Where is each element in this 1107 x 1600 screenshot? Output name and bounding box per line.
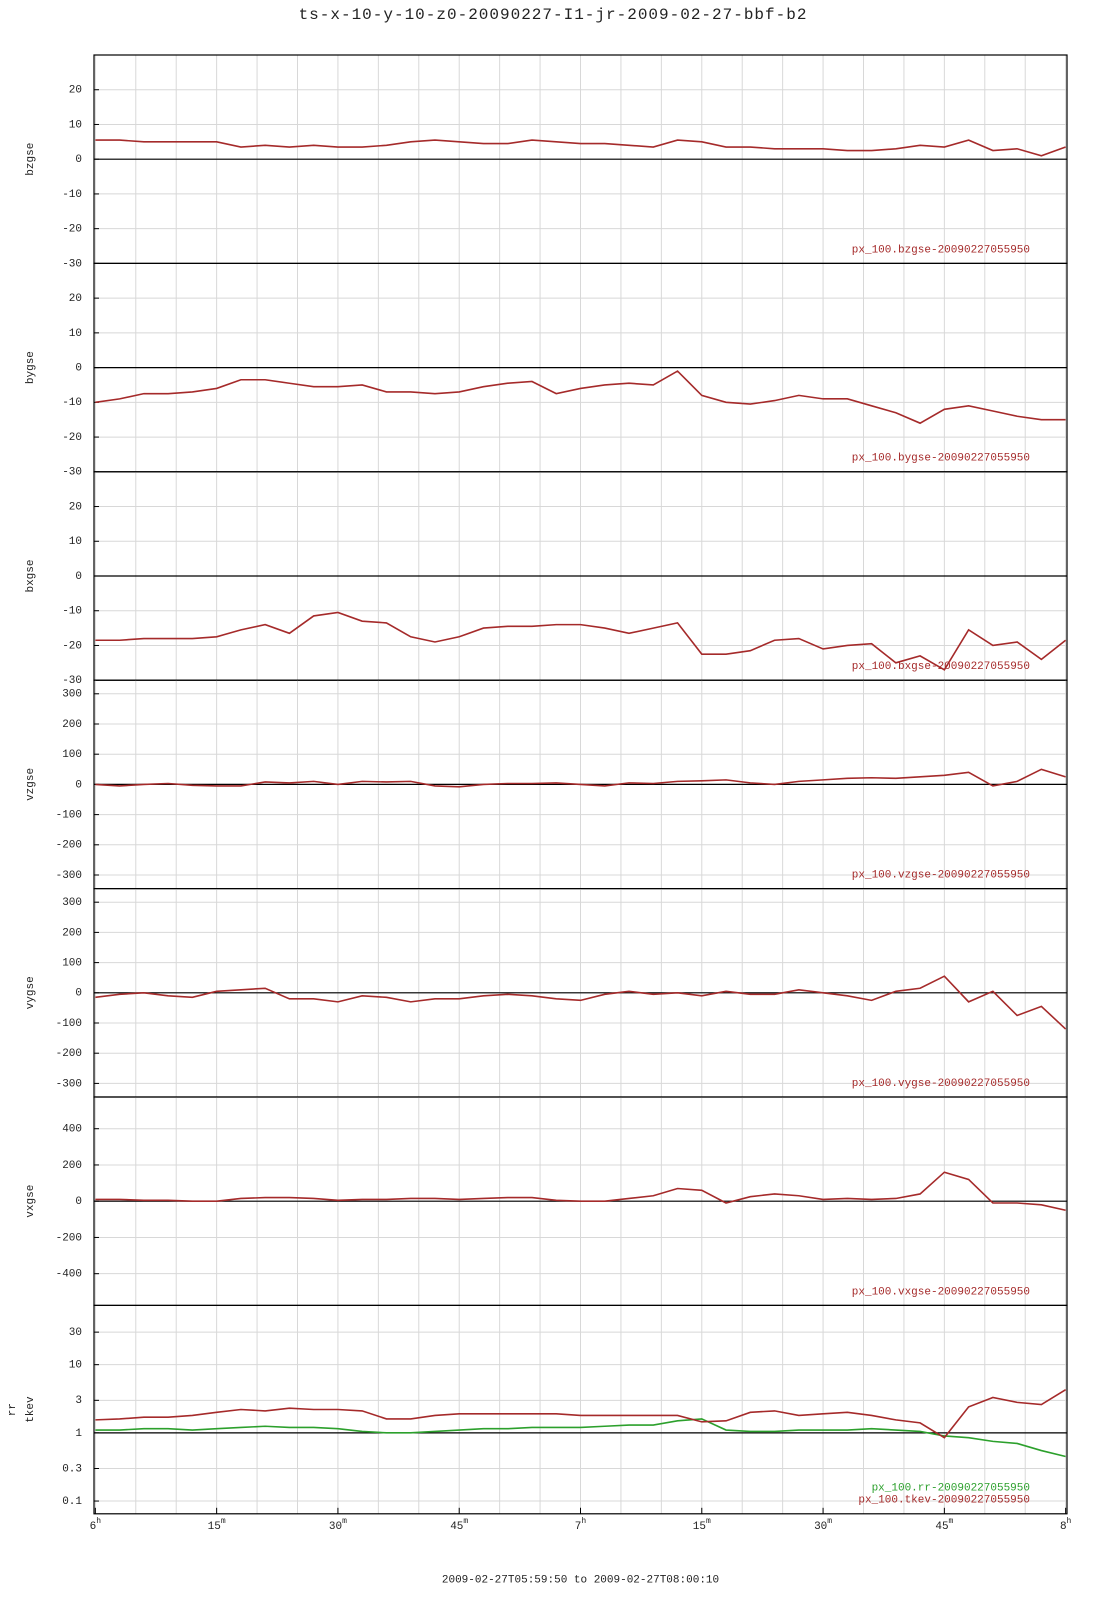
y-tick-label: 0 — [75, 154, 82, 166]
x-tick-label: 8h — [1060, 1517, 1072, 1533]
y-tick-label: 400 — [62, 1124, 82, 1136]
y-tick-label: 20 — [69, 293, 82, 305]
series-line — [95, 139, 1066, 157]
y-tick-label: -10 — [62, 397, 82, 409]
y-axis-label: bxgse — [25, 559, 37, 592]
y-tick-label: 300 — [62, 897, 82, 909]
y-tick-label: 200 — [62, 1160, 82, 1172]
y-tick-label: 10 — [69, 536, 82, 548]
y-axis-label: vxgse — [25, 1185, 37, 1218]
y-tick-label: -30 — [62, 467, 82, 479]
y-tick-label: -300 — [56, 870, 82, 882]
y-tick-label: 10 — [69, 119, 82, 131]
legend-label: px_100.bxgse-20090227055950 — [852, 661, 1030, 673]
x-tick-label: 30m — [814, 1517, 832, 1533]
y-tick-label: -100 — [56, 1018, 82, 1030]
y-tick-label: 300 — [62, 689, 82, 701]
y-tick-label: 0.1 — [62, 1496, 82, 1508]
y-tick-label: 100 — [62, 749, 82, 761]
y-tick-label: 10 — [69, 1360, 82, 1372]
y-tick-label: 20 — [69, 501, 82, 513]
y-axis-label: tkev — [25, 1396, 37, 1423]
series-line — [95, 975, 1067, 1030]
x-axis-label: 2009-02-27T05:59:50 to 2009-02-27T08:00:… — [442, 1575, 719, 1587]
y-tick-label: 0.3 — [62, 1463, 82, 1475]
y-tick-label: -20 — [62, 432, 82, 444]
legend-label: px_100.vxgse-20090227055950 — [852, 1286, 1030, 1298]
y-tick-label: 20 — [69, 85, 82, 97]
y-tick-label: -300 — [56, 1078, 82, 1090]
y-tick-label: 200 — [62, 927, 82, 939]
chart-title: ts-x-10-y-10-z0-20090227-I1-jr-2009-02-2… — [299, 6, 808, 24]
y-tick-label: 100 — [62, 958, 82, 970]
y-tick-label: -30 — [62, 258, 82, 270]
legend-label: px_100.bygse-20090227055950 — [852, 453, 1030, 465]
legend-label: px_100.bzgse-20090227055950 — [852, 244, 1030, 256]
legend-label: px_100.rr-20090227055950 — [872, 1483, 1030, 1495]
y-axis-label: vzgse — [25, 768, 37, 801]
x-tick-label: 30m — [329, 1517, 347, 1533]
y-tick-label: 0 — [75, 1196, 82, 1208]
y-axis-label: bzgse — [25, 143, 37, 176]
y-tick-label: -200 — [56, 840, 82, 852]
y-tick-label: -400 — [56, 1269, 82, 1281]
y-axis-label: bygse — [25, 351, 37, 384]
y-tick-label: -20 — [62, 224, 82, 236]
y-tick-label: 0 — [75, 988, 82, 1000]
series-line — [95, 1171, 1066, 1212]
series-line — [95, 370, 1066, 425]
legend-label: px_100.tkev-20090227055950 — [858, 1495, 1030, 1507]
y-tick-label: -200 — [56, 1048, 82, 1060]
y-tick-label: 0 — [75, 363, 82, 375]
y-tick-label: 0 — [75, 571, 82, 583]
y-tick-label: 1 — [75, 1428, 82, 1440]
x-tick-label: 45m — [935, 1517, 953, 1533]
y-tick-label: -20 — [62, 640, 82, 652]
y-tick-label: 10 — [69, 328, 82, 340]
series-line — [95, 1388, 1067, 1439]
y-tick-label: -10 — [62, 606, 82, 618]
y-tick-label: 30 — [69, 1327, 82, 1339]
y-tick-label: 200 — [62, 719, 82, 731]
legend-label: px_100.vygse-20090227055950 — [852, 1078, 1030, 1090]
series-line — [95, 768, 1066, 788]
y-tick-label: -30 — [62, 675, 82, 687]
y-tick-label: 3 — [75, 1395, 82, 1407]
y-tick-label: -10 — [62, 189, 82, 201]
x-tick-label: 6h — [90, 1517, 102, 1533]
x-tick-label: 15m — [208, 1517, 226, 1533]
series-line — [95, 1418, 1066, 1458]
x-tick-label: 45m — [450, 1517, 468, 1533]
y-tick-label: 0 — [75, 779, 82, 791]
y-axis-label: rr — [7, 1403, 19, 1416]
x-tick-label: 7h — [575, 1517, 587, 1533]
series-line — [95, 611, 1067, 671]
y-tick-label: -200 — [56, 1232, 82, 1244]
x-tick-label: 15m — [693, 1517, 711, 1533]
y-axis-label: vygse — [25, 976, 37, 1009]
y-tick-label: -100 — [56, 810, 82, 822]
legend-label: px_100.vzgse-20090227055950 — [852, 870, 1030, 882]
